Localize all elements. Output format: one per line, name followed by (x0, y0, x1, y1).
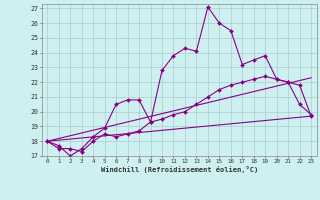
X-axis label: Windchill (Refroidissement éolien,°C): Windchill (Refroidissement éolien,°C) (100, 166, 258, 173)
